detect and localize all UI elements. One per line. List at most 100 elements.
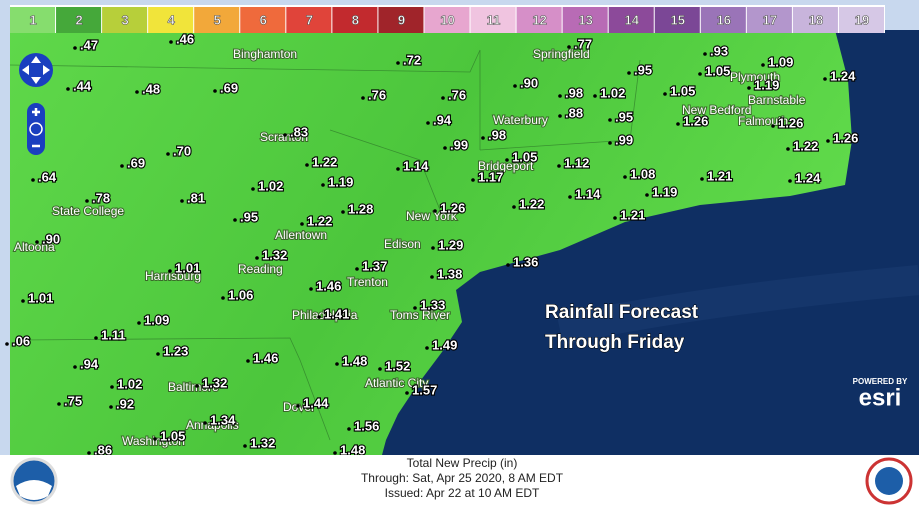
rain-amount: 1.46: [316, 278, 341, 293]
legend-swatch: [10, 7, 56, 33]
station-dot: [221, 296, 225, 300]
footer: [0, 455, 919, 509]
rain-amount: 1.14: [575, 186, 601, 201]
rain-amount: .99: [450, 137, 468, 152]
station-dot: [300, 222, 304, 226]
city-label: Toms River: [390, 308, 450, 322]
rain-amount: .72: [403, 52, 421, 67]
station-dot: [335, 362, 339, 366]
labels: Binghamton SpringfieldPlymouthBarnstableN…: [5, 30, 859, 459]
rain-amount: .90: [42, 231, 60, 246]
station-dot: [396, 61, 400, 65]
legend-swatch: [56, 7, 102, 33]
station-dot: [823, 77, 827, 81]
rain-amount: 1.02: [600, 85, 625, 100]
station-dot: [703, 52, 707, 56]
rain-amount: .70: [173, 143, 191, 158]
footer-issued: Issued: Apr 22 at 10 AM EDT: [385, 486, 540, 500]
legend-label: 11: [487, 12, 501, 27]
rain-amount: 1.21: [620, 207, 645, 222]
rain-amount: .95: [240, 209, 258, 224]
station-dot: [441, 96, 445, 100]
city-label: Edison: [384, 237, 421, 251]
station-dot: [251, 187, 255, 191]
legend-label: 7: [306, 12, 313, 27]
rain-amount: .47: [80, 37, 98, 52]
city-label: Waterbury: [493, 113, 548, 127]
zoom-icons: [32, 108, 40, 148]
rain-amount: .95: [634, 62, 652, 77]
rain-amount: 1.37: [362, 258, 387, 273]
legend-swatch: [516, 7, 562, 33]
rain-amount: 1.46: [253, 350, 278, 365]
rain-amount: 1.36: [513, 254, 538, 269]
overlay-title: Rainfall Forecast: [545, 302, 699, 323]
station-dot: [431, 246, 435, 250]
station-dot: [396, 167, 400, 171]
station-dot: [506, 263, 510, 267]
pan-control[interactable]: [19, 53, 53, 87]
station-dot: [608, 141, 612, 145]
legend-label: 16: [717, 12, 731, 27]
legend-swatch: [194, 7, 240, 33]
rain-amount: .99: [615, 132, 633, 147]
rain-amount: .90: [520, 75, 538, 90]
legend-swatch: [654, 7, 700, 33]
rain-amount: 1.38: [437, 266, 462, 281]
rain-amount: .83: [290, 124, 308, 139]
legend-label: 3: [122, 12, 129, 27]
station-dot: [255, 256, 259, 260]
rain-amount: .81: [187, 190, 205, 205]
station-dot: [283, 133, 287, 137]
city-label: New Bedford: [682, 103, 751, 117]
station-dot: [110, 385, 114, 389]
rain-amount: 1.26: [683, 113, 708, 128]
rain-amount: .98: [488, 127, 506, 142]
station-dot: [213, 89, 217, 93]
legend-swatch: [608, 7, 654, 33]
station-dot: [246, 359, 250, 363]
station-dot: [309, 287, 313, 291]
city-label: Washington: [122, 434, 185, 448]
station-dot: [31, 178, 35, 182]
rain-amount: 1.06: [228, 287, 253, 302]
rain-amount: 1.05: [160, 428, 185, 443]
station-dot: [57, 402, 61, 406]
legend-label: 5: [214, 12, 221, 27]
station-dot: [627, 71, 631, 75]
nav-controls[interactable]: [19, 53, 53, 155]
station-dot: [195, 384, 199, 388]
legend-label: 8: [352, 12, 359, 27]
rain-amount: 1.52: [385, 358, 410, 373]
city-label: Philadelphia: [292, 308, 358, 322]
station-dot: [317, 315, 321, 319]
borders: [9, 49, 641, 441]
station-dot: [87, 451, 91, 455]
rain-amount: .48: [142, 81, 160, 96]
legend-swatch: [102, 7, 148, 33]
rain-amount: 1.28: [348, 201, 373, 216]
city-label: Falmouth: [738, 114, 788, 128]
station-dot: [405, 391, 409, 395]
rain-amount: .92: [116, 396, 134, 411]
station-dot: [443, 146, 447, 150]
legend-label: 6: [260, 12, 267, 27]
zoom-control[interactable]: [27, 103, 45, 155]
footer-through: Through: Sat, Apr 25 2020, 8 AM EDT: [361, 471, 564, 485]
rain-amount: 1.11: [101, 327, 126, 342]
station-dot: [243, 444, 247, 448]
city-label: Reading: [238, 262, 283, 276]
legend-swatch: [838, 7, 884, 33]
station-dot: [471, 178, 475, 182]
station-dot: [109, 405, 113, 409]
rain-amount: .06: [12, 333, 30, 348]
rain-amount: 1.26: [833, 130, 858, 145]
rain-amount: 1.17: [478, 169, 503, 184]
station-dot: [698, 72, 702, 76]
city-label: Altoona: [14, 240, 55, 254]
station-dot: [5, 342, 9, 346]
rain-amount: 1.05: [512, 149, 537, 164]
station-dot: [321, 183, 325, 187]
noaa-bird: [16, 480, 52, 500]
legend-label: 18: [809, 12, 823, 27]
